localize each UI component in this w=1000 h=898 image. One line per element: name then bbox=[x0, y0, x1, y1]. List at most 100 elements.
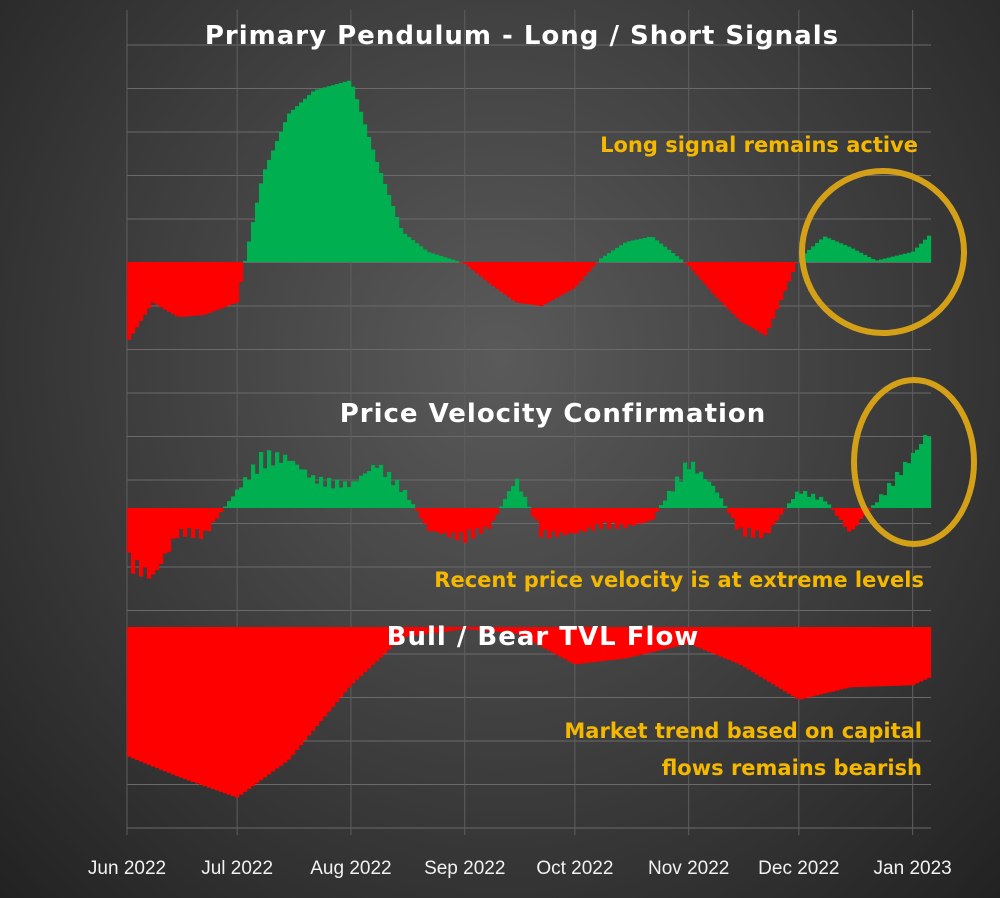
tvl-flow-slice bbox=[315, 627, 320, 726]
tvl-flow-slice bbox=[447, 627, 452, 632]
tvl-flow-slice bbox=[319, 627, 324, 722]
tvl-flow-slice bbox=[227, 627, 232, 795]
velocity-bar bbox=[811, 493, 816, 508]
tvl-flow-slice bbox=[571, 627, 576, 664]
tvl-flow-slice bbox=[255, 627, 260, 784]
panel1-area-slice bbox=[615, 247, 620, 262]
panel1-area-slice bbox=[583, 262, 588, 277]
velocity-bar bbox=[775, 508, 780, 521]
panel1-area-slice bbox=[819, 239, 824, 262]
velocity-bar bbox=[415, 508, 420, 511]
panel1-area-slice bbox=[431, 253, 436, 262]
velocity-bar bbox=[679, 481, 684, 508]
velocity-bar bbox=[323, 486, 328, 508]
panel1-area-slice bbox=[479, 262, 484, 277]
panel1-area-slice bbox=[703, 262, 708, 285]
tvl-flow-slice bbox=[467, 627, 472, 630]
tvl-flow-slice bbox=[403, 627, 408, 638]
panel1-area-slice bbox=[167, 262, 172, 312]
velocity-bar bbox=[551, 508, 556, 532]
velocity-bar bbox=[195, 508, 200, 529]
velocity-bar bbox=[923, 434, 928, 508]
velocity-bar bbox=[351, 481, 356, 508]
panel1-area-slice bbox=[839, 243, 844, 262]
velocity-bar bbox=[563, 508, 568, 536]
tvl-flow-slice bbox=[199, 627, 204, 785]
panel1-area-slice bbox=[187, 262, 192, 317]
velocity-bar bbox=[539, 508, 544, 538]
velocity-bar bbox=[743, 508, 748, 537]
velocity-bar bbox=[403, 489, 408, 508]
velocity-bar bbox=[219, 508, 224, 513]
velocity-bar bbox=[819, 496, 824, 508]
tvl-flow-slice bbox=[803, 627, 808, 699]
panel1-area-slice bbox=[691, 262, 696, 271]
velocity-bar bbox=[631, 508, 636, 527]
panel1-area-slice bbox=[375, 161, 380, 262]
tvl-flow-slice bbox=[791, 627, 796, 697]
panel1-area-slice bbox=[275, 141, 280, 262]
velocity-bar bbox=[259, 452, 264, 508]
panel1-area-slice bbox=[667, 249, 672, 262]
velocity-bar bbox=[607, 508, 612, 529]
tvl-annotation-line-2: flows remains bearish bbox=[662, 756, 922, 780]
velocity-bar bbox=[383, 476, 388, 508]
panel1-area-slice bbox=[739, 262, 744, 322]
tvl-flow-slice bbox=[291, 627, 296, 755]
panel1-area-slice bbox=[127, 262, 132, 340]
velocity-bar bbox=[559, 508, 564, 533]
tvl-flow-slice bbox=[751, 627, 756, 673]
velocity-bar bbox=[827, 504, 832, 508]
tvl-flow-slice bbox=[555, 627, 560, 655]
velocity-bar bbox=[243, 477, 248, 508]
velocity-bar bbox=[271, 465, 276, 508]
tvl-flow-slice bbox=[607, 627, 612, 661]
tvl-flow-slice bbox=[559, 627, 564, 658]
panel1-area-slice bbox=[507, 262, 512, 298]
panel1-area-slice bbox=[291, 109, 296, 262]
panel1-area-slice bbox=[871, 259, 876, 262]
panel1-area-slice bbox=[211, 262, 216, 312]
panel1-area-slice bbox=[783, 262, 788, 291]
x-tick-label: Sep 2022 bbox=[424, 858, 505, 879]
velocity-bar bbox=[627, 508, 632, 525]
tvl-flow-slice bbox=[595, 627, 600, 662]
tvl-flow-slice bbox=[343, 627, 348, 693]
tvl-flow-slice bbox=[727, 627, 732, 660]
velocity-bar bbox=[439, 508, 444, 535]
tvl-flow-slice bbox=[723, 627, 728, 659]
tvl-flow-slice bbox=[399, 627, 404, 639]
tvl-flow-slice bbox=[563, 627, 568, 660]
price-velocity-title: Price Velocity Confirmation bbox=[340, 399, 767, 429]
panel1-area-slice bbox=[183, 262, 188, 317]
panel1-area-slice bbox=[543, 262, 548, 305]
panel1-area-slice bbox=[263, 169, 268, 262]
tvl-flow-slice bbox=[891, 627, 896, 686]
panel1-area-slice bbox=[147, 262, 152, 309]
panel1-area-slice bbox=[363, 124, 368, 262]
velocity-bar bbox=[171, 508, 176, 539]
price-velocity-annotation: Recent price velocity is at extreme leve… bbox=[434, 568, 924, 592]
panel1-area-slice bbox=[335, 84, 340, 262]
panel1-area-slice bbox=[587, 262, 592, 272]
velocity-bar bbox=[307, 477, 312, 508]
velocity-bar bbox=[535, 508, 540, 521]
tvl-flow-slice bbox=[299, 627, 304, 746]
panel1-area-slice bbox=[303, 98, 308, 263]
velocity-bar bbox=[447, 508, 452, 538]
tvl-flow-slice bbox=[547, 627, 552, 651]
panel1-area-slice bbox=[643, 237, 648, 262]
tvl-flow-slice bbox=[675, 627, 680, 647]
tvl-flow-slice bbox=[667, 627, 672, 649]
velocity-bar bbox=[591, 508, 596, 531]
tvl-flow-slice bbox=[371, 627, 376, 665]
velocity-bar bbox=[623, 508, 628, 529]
tvl-flow-slice bbox=[859, 627, 864, 687]
tvl-flow-slice bbox=[235, 627, 240, 798]
panel1-area-slice bbox=[823, 236, 828, 262]
panel1-area-slice bbox=[663, 246, 668, 262]
velocity-bar bbox=[587, 508, 592, 528]
tvl-flow-slice bbox=[815, 627, 820, 696]
panel1-area-slice bbox=[339, 82, 344, 263]
velocity-bar bbox=[903, 461, 908, 508]
